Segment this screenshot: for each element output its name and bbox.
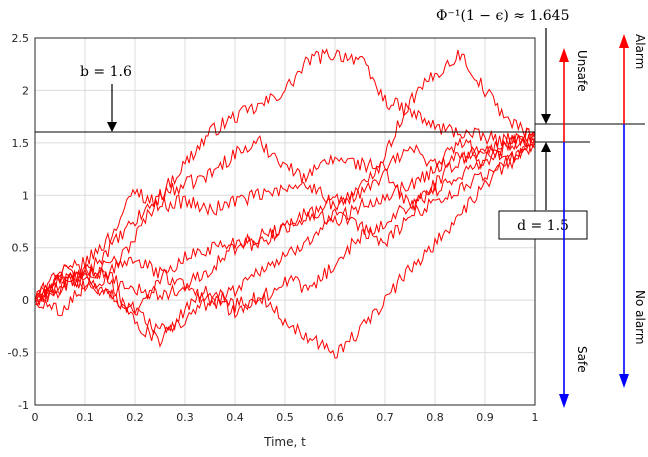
x-tick-label: 0.2 bbox=[126, 411, 144, 424]
y-tick-label: 2.5 bbox=[12, 32, 30, 45]
phi-label: Φ⁻¹(1 − ϵ) ≈ 1.645 bbox=[436, 8, 570, 24]
series-line bbox=[34, 142, 536, 336]
alarm-arrow-head bbox=[619, 34, 629, 48]
x-tick-label: 0.8 bbox=[426, 411, 444, 424]
x-tick-label: 1 bbox=[532, 411, 539, 424]
b-label: b = 1.6 bbox=[80, 64, 132, 80]
x-tick-label: 0.6 bbox=[326, 411, 344, 424]
d-label: d = 1.5 bbox=[517, 218, 569, 234]
series-group bbox=[34, 48, 536, 359]
x-tick-label: 0.3 bbox=[176, 411, 194, 424]
y-tick-label: 2 bbox=[22, 84, 29, 97]
y-tick-label: 0.5 bbox=[12, 242, 30, 255]
series-line bbox=[34, 135, 536, 348]
safe-arrow-head bbox=[559, 394, 569, 408]
y-tick-label: 1 bbox=[22, 189, 29, 202]
y-tick-label: 0 bbox=[22, 294, 29, 307]
x-tick-label: 0.9 bbox=[476, 411, 494, 424]
alarm-label: Alarm bbox=[633, 34, 647, 69]
x-tick-label: 0.1 bbox=[76, 411, 94, 424]
series-line bbox=[34, 48, 536, 306]
d-arrow-head bbox=[541, 142, 551, 152]
y-tick-labels: -1 -0.5 0 0.5 1 1.5 2 2.5 bbox=[8, 32, 29, 412]
phi-arrow-head bbox=[541, 114, 551, 124]
series-line bbox=[34, 128, 536, 306]
safe-label: Safe bbox=[575, 346, 589, 373]
y-tick-label: 1.5 bbox=[12, 137, 30, 150]
x-tick-label: 0.4 bbox=[226, 411, 244, 424]
x-tick-label: 0.5 bbox=[276, 411, 294, 424]
grid bbox=[34, 37, 536, 406]
unsafe-label: Unsafe bbox=[575, 50, 589, 92]
series-line bbox=[34, 49, 536, 303]
x-tick-labels: 0 0.1 0.2 0.3 0.4 0.5 0.6 0.7 0.8 0.9 1 bbox=[32, 411, 539, 424]
x-axis-label: Time, t bbox=[263, 435, 306, 449]
no-alarm-label: No alarm bbox=[633, 290, 647, 345]
series-line bbox=[34, 132, 536, 303]
x-tick-label: 0.7 bbox=[376, 411, 394, 424]
unsafe-arrow-head bbox=[559, 48, 569, 62]
y-tick-label: -1 bbox=[18, 399, 29, 412]
no-alarm-arrow-head bbox=[619, 374, 629, 388]
y-tick-label: -0.5 bbox=[8, 347, 29, 360]
b-arrow-head bbox=[107, 122, 117, 132]
d-label-box bbox=[498, 210, 588, 240]
x-tick-label: 0 bbox=[32, 411, 39, 424]
